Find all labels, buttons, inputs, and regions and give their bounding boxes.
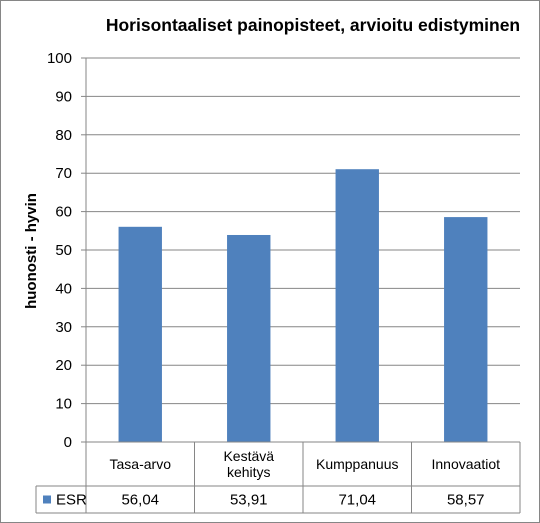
y-tick-label: 0 (64, 434, 72, 451)
y-tick-label: 60 (55, 204, 72, 221)
y-tick-label: 90 (55, 88, 72, 105)
y-axis-label: huonosti - hyvin (23, 193, 40, 309)
data-label: 71,04 (338, 492, 376, 509)
y-tick-label: 40 (55, 280, 72, 297)
y-tick-label: 20 (55, 357, 72, 374)
axes: 0 10 20 30 40 50 60 70 80 90 100 (47, 50, 87, 513)
y-tick-label: 100 (47, 50, 72, 67)
y-tick-label: 10 (55, 396, 72, 413)
y-tick-label: 50 (55, 242, 72, 259)
legend-swatch (43, 495, 51, 504)
x-tick-label: kehitys (227, 464, 271, 480)
bars (118, 169, 488, 442)
x-tick-label: Kumppanuus (316, 456, 399, 472)
x-tick-label: Kestävä (223, 448, 274, 464)
bar (335, 169, 379, 442)
legend-label: ESR (56, 492, 87, 509)
x-tick-label: Tasa-arvo (110, 456, 172, 472)
bar (118, 226, 162, 442)
data-label: 53,91 (230, 492, 268, 509)
y-tick-label: 70 (55, 165, 72, 182)
data-label: 56,04 (121, 492, 159, 509)
bar (444, 217, 488, 442)
y-tick-label: 80 (55, 127, 72, 144)
data-label: 58,57 (447, 492, 485, 509)
x-tick-label: Innovaatiot (432, 456, 501, 472)
bar (227, 234, 271, 442)
y-tick-label: 30 (55, 319, 72, 336)
chart-title: Horisontaaliset painopisteet, arvioitu e… (106, 15, 520, 35)
